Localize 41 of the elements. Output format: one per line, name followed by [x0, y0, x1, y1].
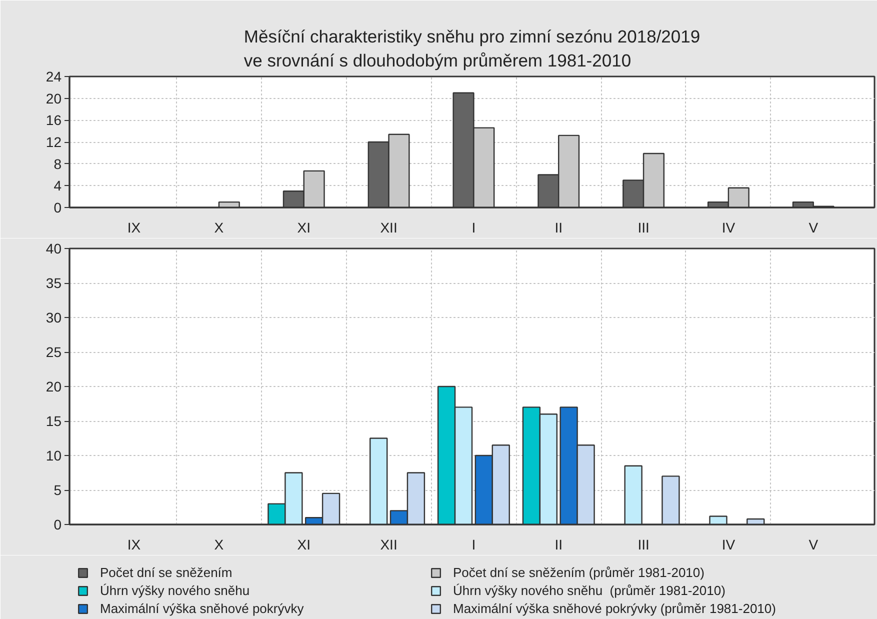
legend-label: Maximální výška sněhové pokrývky (průměr 1981-2010): [453, 600, 777, 617]
legend-label: Počet dní se sněžením (průměr 1981-2010): [453, 564, 706, 581]
y-tick-label: 15: [46, 413, 62, 429]
x-tick-label: III: [638, 220, 650, 236]
legend-label: Úhrn výšky nového sněhu: [100, 582, 251, 599]
y-tick-label: 16: [46, 112, 62, 128]
x-tick-label: IX: [127, 536, 142, 552]
y-tick-label: 0: [54, 516, 62, 532]
y-tick-label: 40: [46, 240, 62, 256]
x-tick-label: I: [472, 220, 476, 236]
x-tick-label: II: [554, 220, 563, 236]
x-tick-label: IV: [722, 220, 736, 236]
x-tick-label: V: [808, 536, 819, 552]
x-tick-label: X: [214, 536, 224, 552]
x-tick-label: III: [638, 536, 650, 552]
legend-label: Maximální výška sněhové pokrývky: [100, 600, 305, 617]
x-tick-label: X: [214, 220, 224, 236]
y-tick-label: 24: [46, 68, 62, 84]
x-tick-label: V: [808, 220, 819, 236]
x-tick-label: XII: [380, 536, 398, 552]
x-tick-label: I: [472, 536, 476, 552]
x-tick-label: XI: [297, 536, 310, 552]
x-tick-label: XI: [297, 220, 310, 236]
x-tick-label: XII: [380, 220, 398, 236]
y-tick-label: 12: [46, 134, 62, 150]
x-tick-label: II: [554, 536, 563, 552]
legend-label: Úhrn výšky nového sněhu (průměr 1981-2010): [453, 582, 726, 599]
y-tick-label: 0: [54, 200, 62, 216]
y-tick-label: 8: [54, 156, 62, 172]
y-tick-label: 20: [46, 378, 62, 394]
chart-title: Měsíční charakteristiky sněhu pro zimní sezónu 2018/2019 ve srovnání s dlouhodobým průměrem 1981-2010: [244, 26, 700, 70]
x-tick-label: IX: [127, 220, 142, 236]
x-tick-label: IV: [722, 536, 736, 552]
y-tick-label: 4: [54, 178, 62, 194]
legend-label: Počet dní se sněžením: [100, 564, 234, 581]
y-tick-label: 20: [46, 90, 62, 106]
y-tick-label: 10: [46, 448, 62, 464]
y-tick-label: 35: [46, 275, 62, 291]
y-tick-label: 5: [54, 482, 62, 498]
y-tick-label: 25: [46, 344, 62, 360]
y-tick-label: 30: [46, 310, 62, 326]
